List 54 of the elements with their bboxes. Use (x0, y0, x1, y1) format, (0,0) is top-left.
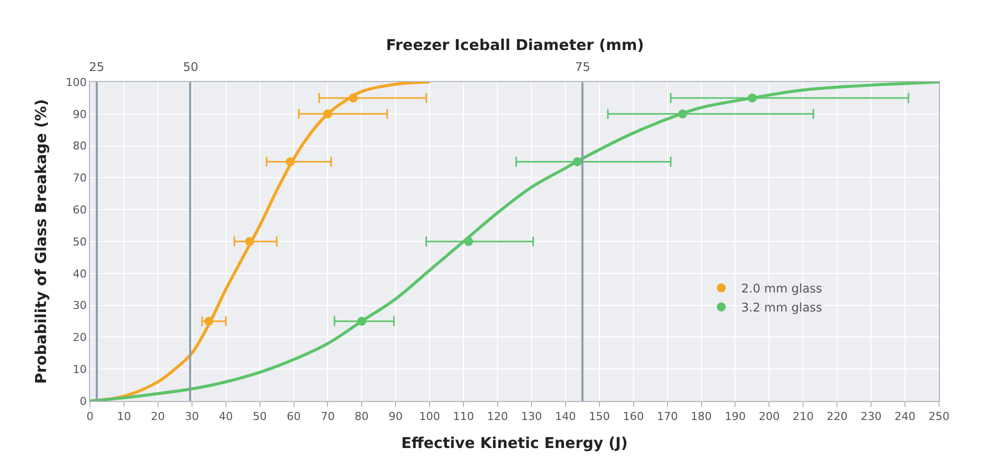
x-tick-label: 110 (453, 410, 474, 424)
x-tick-label: 80 (354, 410, 369, 424)
x-tick-label: 150 (588, 410, 610, 424)
y-tick-label: 90 (72, 108, 87, 121)
x-tick-label: 140 (554, 410, 576, 424)
point (245, 237, 254, 246)
legend-label: 2.0 mm glass (741, 282, 822, 296)
annotation: 25 (89, 60, 104, 74)
x-tick-label: 200 (758, 410, 780, 424)
x-tick-label: 120 (487, 410, 508, 424)
x-tick-label: 30 (184, 410, 199, 424)
y-tick-label: 20 (72, 331, 87, 344)
x-tick-label: 220 (826, 410, 848, 424)
x-tick-label: 180 (690, 410, 712, 424)
point (748, 93, 757, 102)
y-tick-label: 70 (72, 172, 87, 185)
point (348, 93, 358, 102)
x-tick-label: 20 (150, 410, 165, 424)
y-tick-label: 80 (72, 140, 87, 153)
x-tick-label: 240 (894, 410, 916, 424)
point (678, 109, 688, 118)
x-tick-label: 250 (928, 410, 950, 424)
point (357, 316, 366, 326)
x-tick-label: 230 (860, 410, 882, 424)
x-tick-label: 40 (218, 410, 233, 424)
y-tick-label: 60 (72, 203, 87, 216)
x2-axis-title: Freezer Iceball Diameter (mm) (386, 36, 644, 54)
point (572, 157, 582, 166)
y-tick-label: 50 (72, 235, 87, 248)
point (286, 157, 295, 166)
x-tick-label: 10 (116, 410, 131, 424)
x-tick-label: 170 (656, 410, 678, 424)
annotation: 75 (575, 60, 590, 74)
x-axis-title: Effective Kinetic Energy (J) (401, 434, 628, 452)
y-tick-label: 10 (72, 362, 87, 376)
x-tick-label: 160 (622, 410, 644, 424)
x-tick-label: 100 (419, 410, 440, 424)
legend-label: 3.2 mm glass (741, 300, 822, 315)
point (204, 316, 214, 326)
y-tick-label: 100 (66, 76, 87, 89)
x-tick-label: 130 (520, 410, 542, 424)
y-tick-label: 40 (72, 267, 87, 280)
y-axis-title: Probability of Glass Breakage (%) (32, 99, 50, 384)
x-tick-label: 60 (286, 410, 301, 424)
x-tick-label: 50 (252, 410, 267, 424)
point (464, 237, 474, 246)
y-tick-label: 30 (72, 299, 87, 312)
y-tick-label: 0 (80, 394, 87, 408)
x-tick-label: 90 (388, 410, 403, 424)
point (323, 109, 332, 118)
x-tick-label: 190 (724, 410, 746, 424)
x-tick-label: 70 (320, 410, 335, 424)
annotation: 50 (183, 60, 198, 74)
x-tick-label: 210 (792, 410, 814, 424)
